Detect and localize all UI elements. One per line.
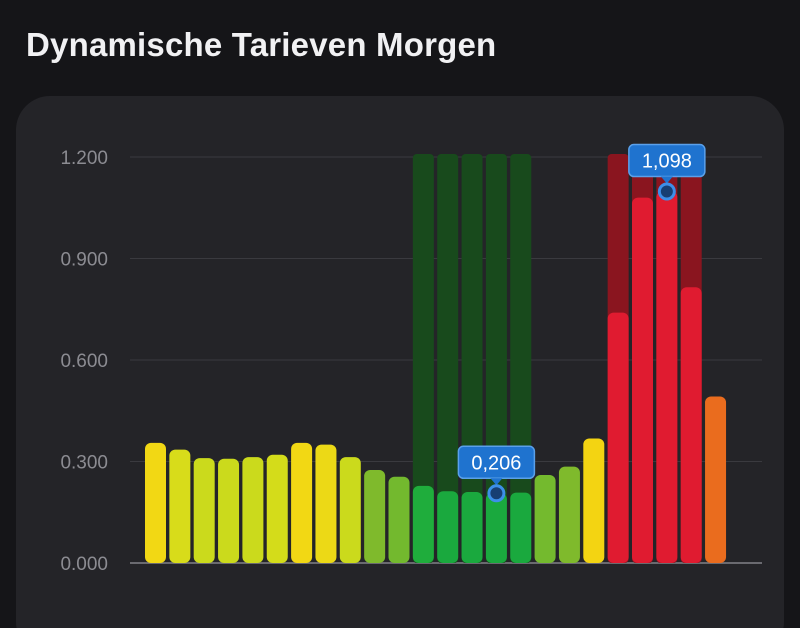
price-bar xyxy=(218,458,240,563)
price-bar xyxy=(656,191,678,563)
price-bar xyxy=(607,312,629,563)
price-bar xyxy=(583,438,605,563)
tooltip-label: 0,206 xyxy=(471,452,521,474)
price-bar xyxy=(510,492,532,563)
price-bar xyxy=(412,485,434,563)
price-bar xyxy=(558,466,580,563)
price-bar xyxy=(242,457,264,563)
y-tick-label: 0.600 xyxy=(60,351,108,372)
data-point-marker xyxy=(657,182,676,201)
price-bar xyxy=(193,458,215,563)
price-bar xyxy=(534,475,556,563)
price-bar xyxy=(364,469,386,563)
price-bar xyxy=(339,457,361,563)
price-bar xyxy=(705,396,727,563)
y-tick-label: 0.300 xyxy=(60,453,108,474)
cheap-period-highlight xyxy=(437,154,459,563)
tooltip-label: 1,098 xyxy=(642,151,692,173)
price-bar xyxy=(169,449,191,563)
cheap-period-highlight xyxy=(412,154,434,563)
y-tick-label: 0.000 xyxy=(60,554,108,575)
tooltip-pointer xyxy=(660,176,673,184)
price-bar xyxy=(437,491,459,563)
data-point-marker xyxy=(487,484,506,503)
price-bar xyxy=(291,442,313,563)
price-bar xyxy=(266,454,288,563)
price-bar xyxy=(680,287,702,563)
price-bar xyxy=(315,444,337,563)
price-bar xyxy=(632,197,653,563)
y-tick-label: 1.200 xyxy=(60,148,108,169)
page-title: Dynamische Tarieven Morgen xyxy=(26,26,497,63)
tooltip-pointer xyxy=(490,478,503,486)
price-bar xyxy=(461,491,483,563)
price-bar xyxy=(145,442,166,563)
price-bar xyxy=(388,476,410,563)
price-bar xyxy=(485,493,507,563)
y-tick-label: 0.900 xyxy=(60,250,108,271)
